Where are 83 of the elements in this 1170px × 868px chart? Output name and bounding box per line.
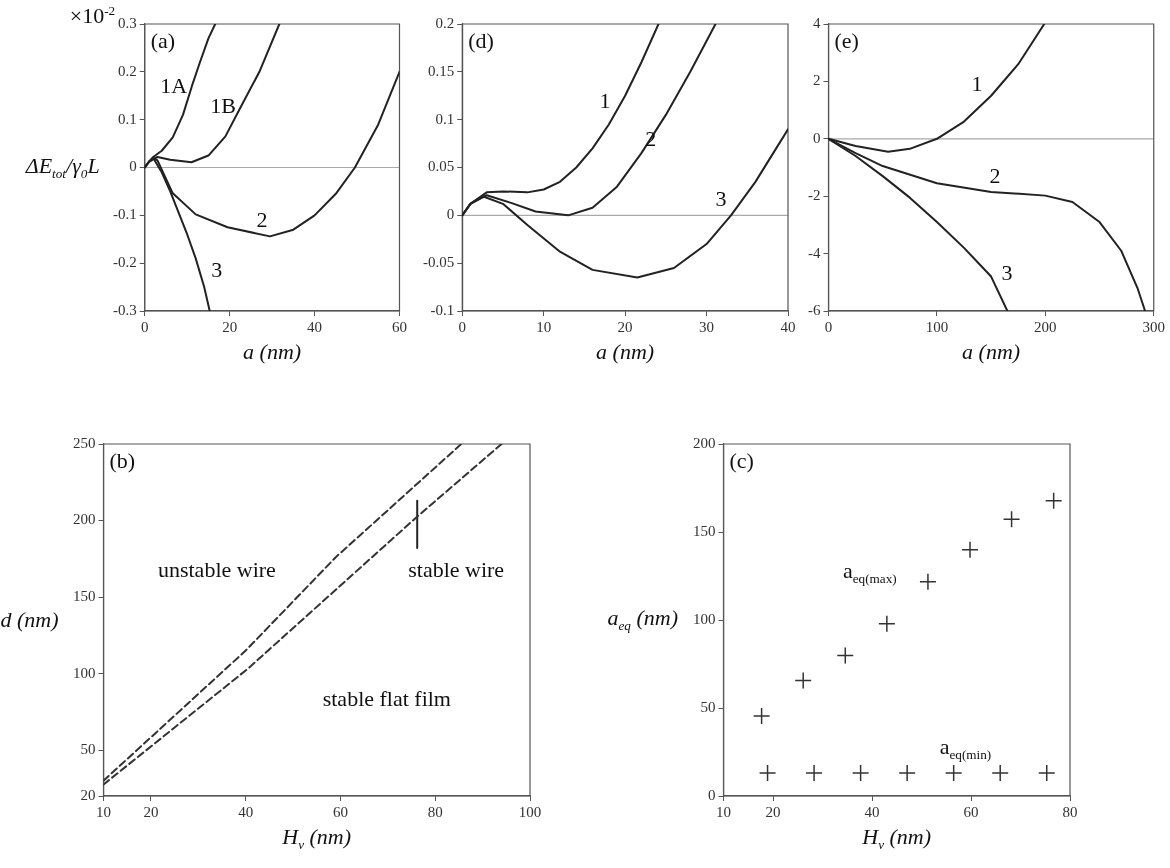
series-label: 2 [989, 162, 1001, 188]
x-tick-label: 10 [716, 803, 731, 820]
y-tick-label: -0.05 [423, 254, 455, 271]
x-tick-label: 20 [222, 318, 238, 335]
x-tick-label: 100 [518, 803, 542, 820]
x-tick-label: 0 [141, 318, 149, 335]
y-tick-label: -0.3 [113, 301, 137, 318]
x-axis-title: a (nm) [962, 339, 1021, 364]
annotation: (a) [150, 28, 176, 53]
x-tick-label: 40 [307, 318, 323, 335]
x-axis-title: H$_{v}$ (nm) [862, 824, 932, 853]
y-tick-label: 100 [73, 664, 96, 681]
x-tick-label: 100 [925, 318, 949, 335]
x-tick-label: 10 [96, 803, 111, 820]
series-label: a$_{eq(max)}$ [842, 557, 897, 587]
y-tick-label: 50 [80, 741, 96, 758]
y-tick-label: 0 [708, 786, 716, 803]
y-tick-label: 0.1 [435, 110, 455, 127]
annotation: (b) [109, 448, 136, 473]
series-label: 3 [1001, 259, 1013, 285]
annotation: stable wire [408, 557, 505, 583]
x-tick-label: 60 [963, 803, 979, 820]
x-tick-label: 60 [392, 318, 407, 335]
series-label: a$_{eq(min)}$ [939, 734, 992, 763]
text: ×10$^{-2}$ [69, 3, 116, 29]
y-tick-label: 150 [693, 522, 716, 539]
x-tick-label: 80 [1062, 803, 1078, 820]
series-label: 3 [211, 257, 223, 283]
x-tick-label: 300 [1142, 318, 1165, 335]
series-label: 3 [715, 186, 727, 212]
x-tick-label: 20 [765, 803, 781, 820]
x-tick-label: 20 [143, 803, 159, 820]
series-label: 1B [210, 93, 236, 119]
series-label: 2 [256, 207, 268, 233]
y-tick-label: 0.15 [428, 62, 455, 79]
y-axis-title: a$_{eq}$ (nm) [607, 605, 678, 634]
y-tick-label: -2 [808, 187, 821, 204]
annotation: stable flat film [322, 685, 451, 711]
series-label: 1 [971, 70, 983, 96]
y-tick-label: 200 [73, 511, 96, 528]
y-tick-label: -4 [808, 244, 821, 261]
y-tick-label: 20 [80, 786, 96, 803]
y-tick-label: -0.1 [430, 301, 455, 318]
x-tick-label: 40 [238, 803, 254, 820]
y-tick-label: 2 [813, 72, 821, 89]
y-tick-label: 150 [73, 587, 96, 604]
y-tick-label: 0.2 [435, 14, 455, 31]
x-tick-label: 0 [458, 318, 466, 335]
y-tick-label: 250 [73, 434, 96, 451]
y-axis-title: d (nm) [0, 607, 59, 632]
y-axis-title: ΔE$_{tot}$/γ$_{0}$L [25, 152, 100, 181]
x-tick-label: 20 [617, 318, 633, 335]
annotation: (e) [834, 28, 859, 53]
y-tick-label: 0 [129, 158, 137, 175]
x-axis-title: H$_{v}$ (nm) [282, 824, 352, 853]
x-axis-title: a (nm) [596, 339, 655, 364]
y-tick-label: 0.2 [118, 62, 137, 79]
annotation: (c) [729, 448, 754, 473]
y-tick-label: 50 [700, 698, 716, 715]
y-tick-label: 0 [446, 206, 455, 223]
x-tick-label: 40 [864, 803, 880, 820]
series-label: 1A [160, 73, 188, 99]
annotation: (d) [468, 28, 494, 53]
y-tick-label: -0.1 [113, 206, 137, 223]
y-tick-label: 4 [813, 14, 821, 31]
x-axis-title: a (nm) [243, 339, 302, 364]
x-tick-label: 10 [536, 318, 552, 335]
annotation: unstable wire [157, 557, 276, 583]
series-label: 1 [599, 87, 611, 113]
y-tick-label: 200 [693, 434, 716, 451]
y-tick-label: 0.05 [428, 158, 455, 175]
y-tick-label: 0.1 [118, 110, 137, 127]
x-tick-label: 80 [427, 803, 443, 820]
y-tick-label: 0 [813, 129, 821, 146]
y-tick-label: 100 [693, 610, 716, 627]
x-tick-label: 30 [699, 318, 715, 335]
x-tick-label: 40 [780, 318, 796, 335]
x-tick-label: 0 [824, 318, 833, 335]
y-tick-label: -0.2 [113, 254, 137, 271]
y-tick-label: 0.3 [118, 14, 137, 31]
y-tick-label: -6 [808, 301, 821, 318]
x-tick-label: 60 [332, 803, 348, 820]
x-tick-label: 200 [1034, 318, 1057, 335]
